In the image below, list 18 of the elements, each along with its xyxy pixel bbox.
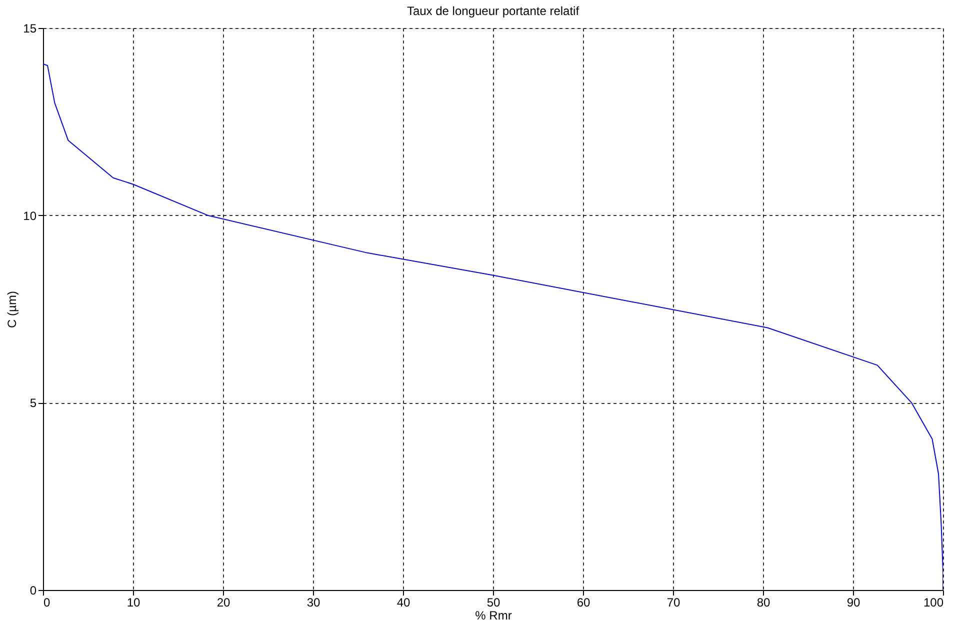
x-tick-label: 20	[216, 596, 230, 610]
chart-title: Taux de longueur portante relatif	[406, 4, 580, 18]
x-tick-label: 40	[396, 596, 410, 610]
x-tick-label: 90	[846, 596, 860, 610]
x-tick-label: 80	[756, 596, 770, 610]
x-tick-label: 50	[486, 596, 500, 610]
x-tick-label: 10	[126, 596, 140, 610]
x-axis-title: % Rmr	[475, 608, 512, 622]
x-tick-label: 70	[666, 596, 680, 610]
y-tick-label: 10	[23, 208, 37, 223]
y-axis-title: C (µm)	[5, 291, 20, 328]
y-tick-label: 0	[30, 584, 37, 598]
y-tick-label: 15	[23, 22, 37, 36]
x-tick-label: 0	[44, 596, 50, 610]
y-tick-label: 5	[30, 396, 37, 410]
x-tick-label: 60	[576, 596, 590, 610]
x-tick-label: 30	[306, 596, 320, 610]
x-tick-label: 100	[923, 596, 944, 610]
